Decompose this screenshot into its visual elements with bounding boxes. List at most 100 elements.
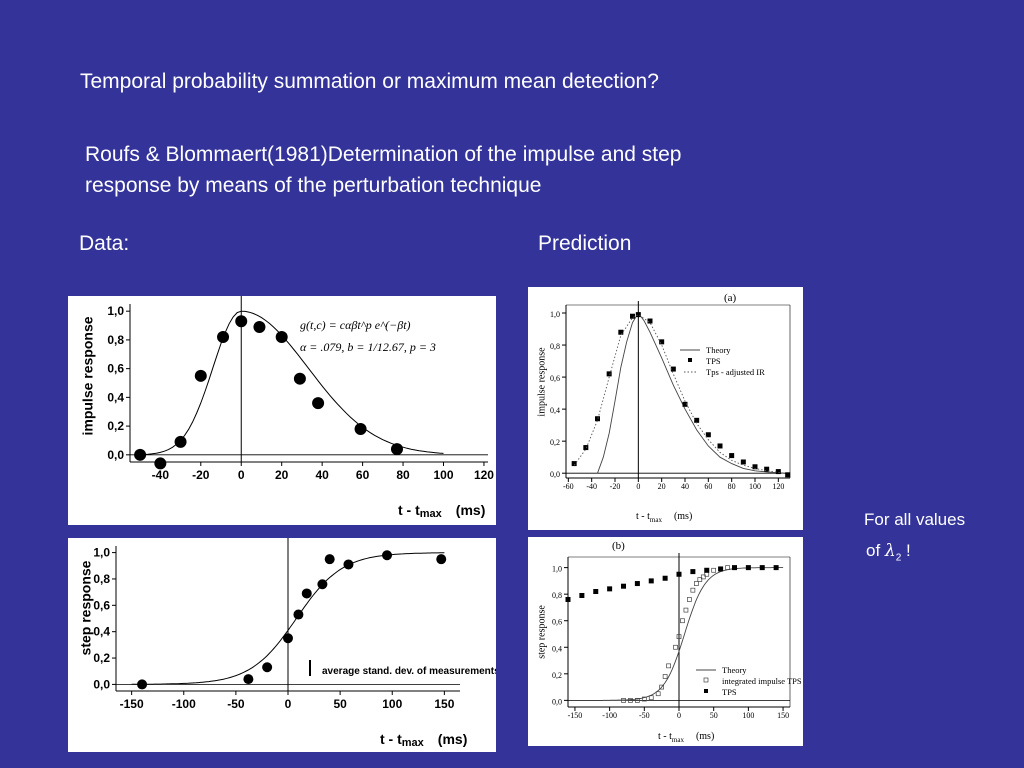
y-tick-label: 1,0 (93, 546, 110, 560)
tps-marker (773, 565, 779, 571)
x-tick-label: 100 (742, 711, 754, 720)
y-axis-label: step response (536, 605, 547, 659)
data-point (174, 435, 187, 448)
tps-marker (647, 318, 653, 324)
integrated-tps-marker (693, 581, 699, 586)
data-point (253, 320, 266, 333)
integrated-tps-marker (673, 644, 678, 650)
integrated-tps-marker (690, 587, 696, 593)
chart-data-step: -150 -100 -50 0 50 100 150 0,0 0,2 0,4 0,6 0,8 1,0 st… (68, 538, 496, 752)
tps-marker (764, 466, 770, 472)
data-point (243, 674, 254, 685)
integrated-tps-marker (621, 698, 626, 703)
tps-marker (659, 339, 665, 345)
data-point (134, 448, 147, 461)
slide-title: Temporal probability summation or maximu… (80, 70, 659, 93)
fit-curve (131, 552, 445, 685)
legend-square-key (688, 358, 692, 362)
legend-square-key (704, 689, 708, 693)
tps-marker (583, 445, 589, 451)
y-tick-label: 0,4 (93, 625, 110, 639)
formula-line-2: α = .079, b = 1/12.67, p = 3 (300, 340, 436, 354)
tps-marker (729, 453, 735, 459)
data-point (235, 315, 248, 328)
data-heading: Data: (79, 232, 130, 255)
data-point (324, 554, 335, 565)
tps-marker (662, 575, 668, 581)
data-point (436, 554, 447, 565)
chart-prediction-impulse: -60 -40 -20 0 20 40 60 80 100 120 0,0 0,2 0,4 0,6 0,8 1… (528, 287, 803, 530)
x-tick-label: -150 (120, 697, 144, 711)
integrated-tps-marker (683, 607, 689, 613)
x-tick-label: 60 (356, 468, 370, 482)
panel-label: (a) (724, 292, 737, 304)
x-axis-label: t - tmax (ms) (398, 502, 485, 520)
tps-marker (752, 464, 758, 470)
tps-marker (565, 596, 571, 602)
legend-open-square-key (703, 677, 709, 683)
x-tick-label: -150 (568, 711, 583, 720)
x-tick-label: -20 (192, 468, 210, 482)
data-point (217, 331, 230, 344)
integrated-tps-marker (641, 696, 647, 702)
tps-marker (694, 417, 700, 423)
y-tick-label: 0,0 (93, 677, 110, 691)
tps-marker (630, 313, 635, 319)
tps-marker (593, 589, 599, 595)
x-tick-label: -50 (639, 711, 650, 720)
prediction-heading: Prediction (538, 232, 632, 255)
lambda-symbol: λ (884, 541, 896, 561)
data-point (293, 372, 306, 385)
note-prefix: of (866, 541, 881, 560)
y-tick-label: 0,6 (93, 598, 110, 612)
tps-marker (648, 578, 654, 584)
y-tick-label: 1,0 (550, 310, 560, 319)
data-point (354, 422, 367, 435)
x-tick-label: 40 (681, 482, 689, 491)
data-point (312, 397, 325, 410)
x-tick-label: 120 (772, 482, 784, 491)
x-tick-label: 40 (315, 468, 329, 482)
integrated-tps-marker (666, 663, 671, 669)
x-tick-label: 150 (777, 711, 789, 720)
tps-marker (634, 581, 640, 587)
chart-data-impulse: -40 -20 0 20 40 60 80 100 120 0,0 0,2 0,4 0,6 0,8 1,0 i… (68, 296, 496, 525)
tps-marker (718, 566, 724, 572)
y-tick-label: 0,6 (552, 618, 562, 627)
data-point (390, 443, 403, 456)
y-tick-label: 0,4 (107, 390, 124, 404)
legend-label: TPS (706, 356, 721, 366)
y-tick-label: 1,0 (552, 565, 562, 574)
legend-label: Tps - adjusted IR (706, 367, 765, 377)
x-tick-label: 80 (396, 468, 410, 482)
x-tick-label: 120 (474, 468, 494, 482)
integrated-tps-marker (648, 695, 654, 701)
x-axis-label: t - tmax (ms) (380, 731, 467, 749)
y-tick-label: 0,4 (552, 644, 562, 653)
y-tick-label: 0,2 (550, 438, 560, 447)
integrated-tps-marker (635, 698, 640, 703)
x-tick-label: 60 (704, 482, 712, 491)
tps-marker (704, 567, 710, 573)
y-tick-label: 0,8 (107, 333, 124, 347)
legend-label: integrated impulse TPS (722, 676, 802, 686)
tps-marker (745, 565, 751, 571)
y-axis-label: impulse response (536, 347, 547, 417)
chart-prediction-impulse-svg: -60 -40 -20 0 20 40 60 80 100 120 0,0 0,2 0,4 0,6 0,8 1… (536, 292, 791, 524)
tps-marker (579, 592, 585, 598)
data-point (382, 550, 393, 561)
reference-line-1: Roufs & Blommaert(1981)Determination of … (85, 143, 682, 166)
integrated-tps-marker (687, 597, 692, 602)
y-tick-label: 0,2 (552, 671, 562, 680)
tps-marker (690, 569, 696, 575)
integrated-tps-marker (662, 674, 668, 679)
tps-marker (705, 432, 711, 438)
x-tick-label: -50 (227, 697, 245, 711)
x-tick-label: 100 (382, 697, 402, 711)
chart-prediction-step: -150 -100 -50 0 50 100 150 0,0 0,2 0,4 0,6 0,8 1,0 st… (528, 537, 803, 746)
tps-marker (607, 586, 613, 592)
y-tick-label: 0,4 (550, 406, 560, 415)
x-tick-label: 20 (658, 482, 666, 491)
x-tick-label: -100 (602, 711, 617, 720)
tps-marker (571, 461, 577, 467)
